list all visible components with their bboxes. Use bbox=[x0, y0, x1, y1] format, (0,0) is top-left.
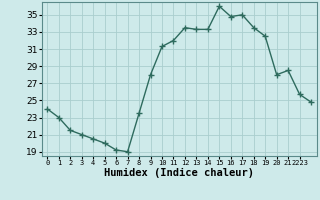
X-axis label: Humidex (Indice chaleur): Humidex (Indice chaleur) bbox=[104, 168, 254, 178]
